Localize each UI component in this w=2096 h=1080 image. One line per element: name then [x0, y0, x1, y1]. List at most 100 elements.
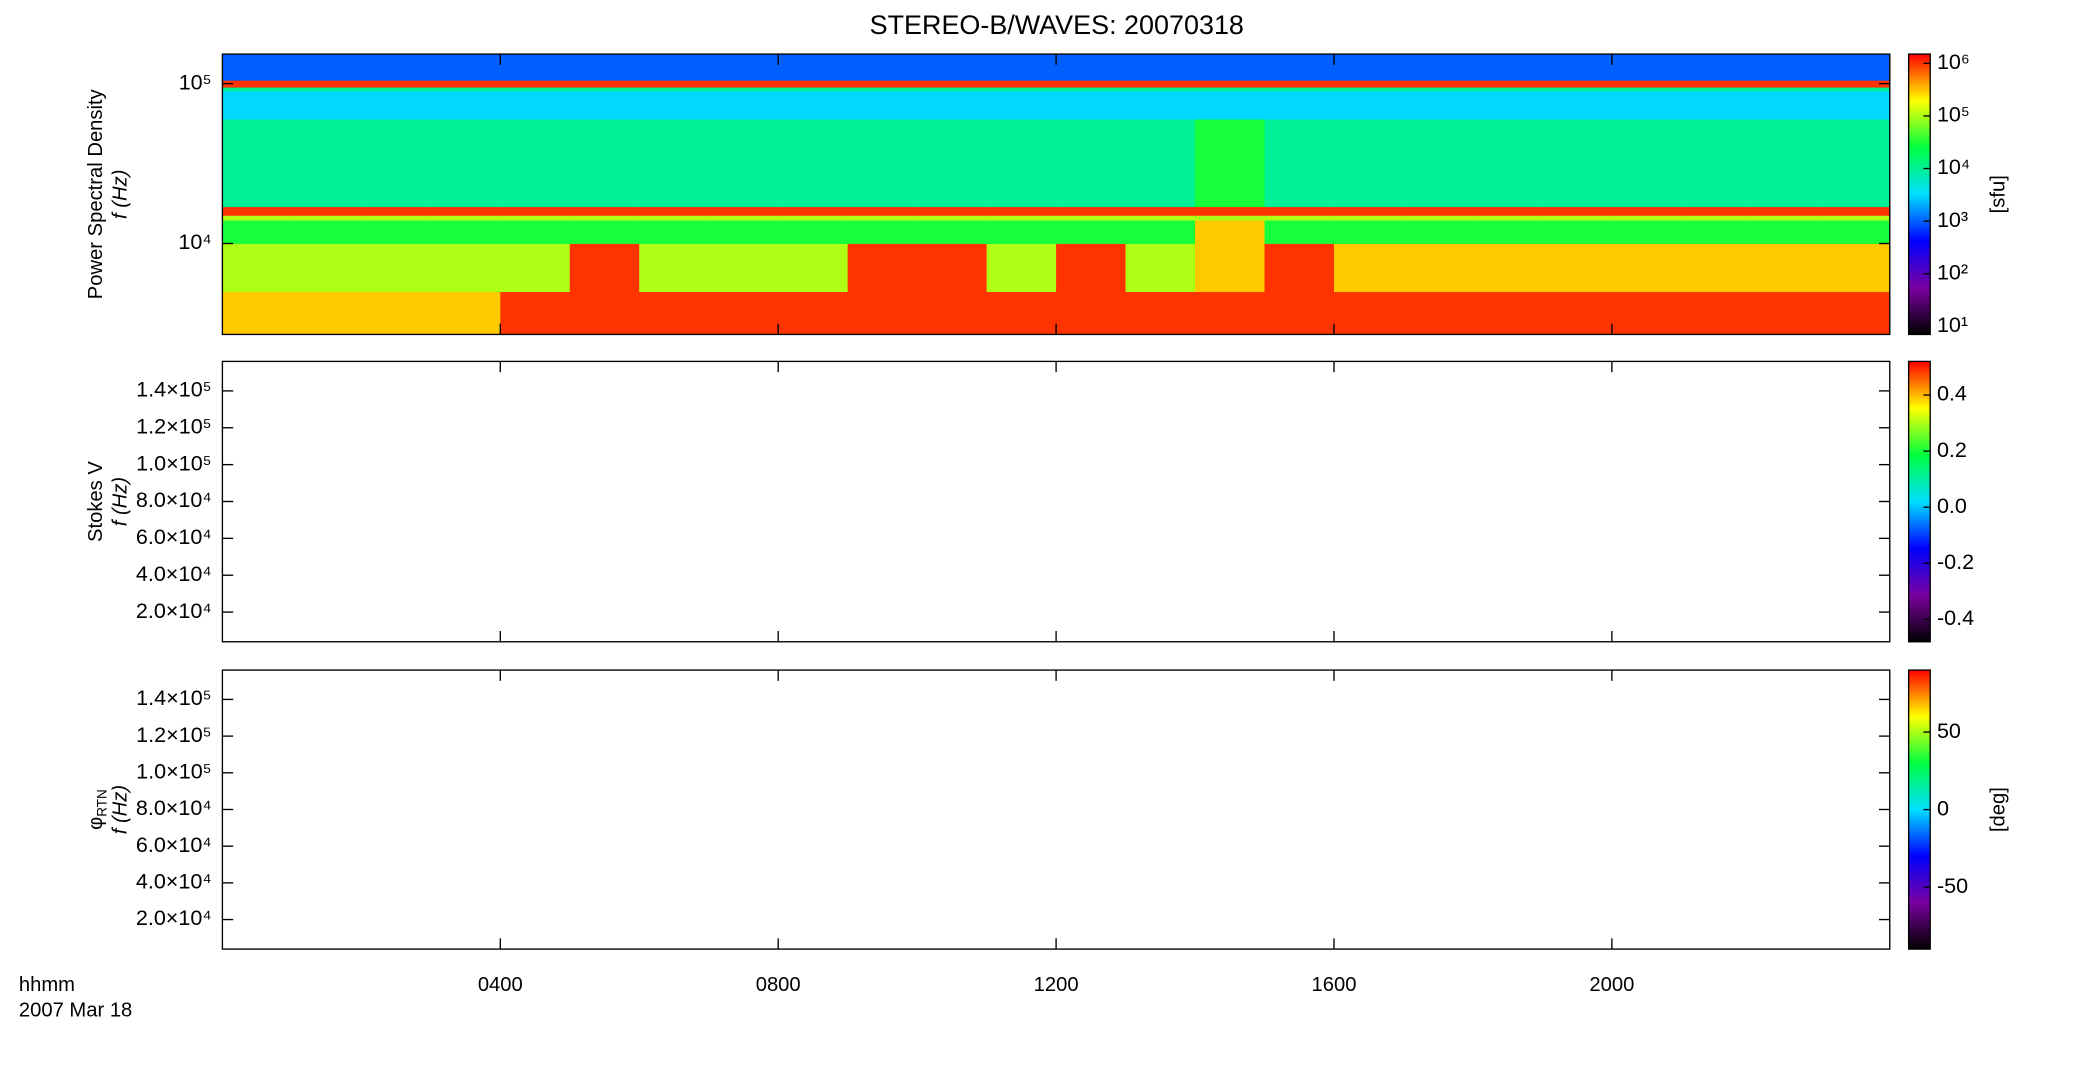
- spectrogram-cell: [569, 206, 640, 216]
- spectrogram-cell: [1681, 119, 1752, 208]
- spectrogram-cell: [569, 87, 640, 92]
- spectrogram-cell: [1542, 291, 1613, 335]
- spectrogram-cell: [361, 291, 432, 335]
- spectrogram-cell: [639, 206, 710, 216]
- spectrogram-cell: [1542, 220, 1613, 244]
- spectrogram-cell: [361, 87, 432, 92]
- spectrogram-cell: [778, 291, 849, 335]
- spectrogram-cell: [708, 215, 779, 221]
- spectrogram-cell: [1264, 54, 1335, 81]
- spectrogram-cell: [1264, 206, 1335, 216]
- spectrogram-cell: [847, 291, 918, 335]
- colorbar-tick-label: 0: [1937, 795, 1949, 820]
- spectrogram-cell: [1681, 215, 1752, 221]
- spectrogram-cell: [1820, 243, 1891, 293]
- spectrogram-cell: [917, 215, 988, 221]
- spectrogram-cell: [1056, 243, 1126, 293]
- spectrogram-cell: [222, 243, 293, 293]
- spectrogram-cell: [1820, 215, 1891, 221]
- spectrogram-cell: [847, 215, 918, 221]
- colorbar-tick-label: -0.2: [1937, 549, 1974, 574]
- spectrogram-cell: [1403, 54, 1474, 81]
- spectrogram-cell: [917, 80, 988, 88]
- plot-frame: [221, 669, 1891, 950]
- spectrogram-cell: [847, 90, 918, 120]
- y-axis-title-text: Stokes V: [85, 461, 107, 542]
- y-tick-label: 6.0×10⁴: [136, 832, 212, 857]
- spectrogram-cell: [291, 220, 362, 244]
- spectrogram-cell: [1542, 243, 1613, 293]
- spectrogram-cell: [291, 80, 362, 88]
- spectrogram-cell: [1333, 243, 1404, 293]
- spectrogram-cell: [1750, 220, 1821, 244]
- y-axis-title: Stokes V: [85, 461, 107, 542]
- spectrogram-cell: [291, 90, 362, 120]
- spectrogram-cell: [1056, 54, 1126, 81]
- y-tick-label: 8.0×10⁴: [136, 795, 212, 820]
- spectrogram-cell: [986, 291, 1057, 335]
- spectrogram-cell: [1195, 54, 1265, 81]
- spectrogram-cell: [917, 119, 988, 208]
- spectrogram-cell: [1195, 220, 1265, 244]
- spectrogram-cell: [1264, 119, 1335, 208]
- spectrogram-cell: [1750, 87, 1821, 92]
- spectrogram-cell: [917, 54, 988, 81]
- spectrogram-cell: [778, 54, 849, 81]
- colorbar-tick-label: 50: [1937, 718, 1961, 743]
- spectrogram-cell: [291, 119, 362, 208]
- spectrogram-cell: [986, 80, 1057, 88]
- spectrogram-cell: [569, 90, 640, 120]
- y-axis-title-text: Power Spectral Density: [85, 88, 107, 299]
- spectrogram-cell: [1403, 119, 1474, 208]
- spectrogram-cell: [569, 291, 640, 335]
- spectrogram-cell: [430, 87, 501, 92]
- spectrogram-cell: [1264, 243, 1335, 293]
- spectrogram-cell: [1611, 243, 1682, 293]
- spectrogram-cell: [1820, 90, 1891, 120]
- colorbar-tick-label: 10²: [1937, 259, 1968, 284]
- y-tick-label: 4.0×10⁴: [136, 869, 212, 894]
- spectrogram-cell: [500, 206, 571, 216]
- spectrogram-cell: [1125, 119, 1196, 208]
- spectrogram-cell: [1681, 80, 1752, 88]
- spectrogram-cell: [847, 119, 918, 208]
- spectrogram-cell: [1750, 80, 1821, 88]
- spectrogram-cell: [778, 220, 849, 244]
- spectrogram-cell: [222, 291, 293, 335]
- spectrogram-cell: [1750, 54, 1821, 81]
- spectrogram-cell: [847, 87, 918, 92]
- spectrogram-cell: [1333, 87, 1404, 92]
- spectrogram-cell: [222, 119, 293, 208]
- spectrogram-cell: [1125, 87, 1196, 92]
- spectrogram-cell: [1333, 291, 1404, 335]
- spectrogram-cell: [847, 80, 918, 88]
- spectrogram-cell: [986, 220, 1057, 244]
- spectrogram-cell: [1333, 90, 1404, 120]
- spectrogram-cell: [361, 206, 432, 216]
- spectrogram-cell: [1472, 243, 1543, 293]
- spectrogram-cell: [708, 80, 779, 88]
- spectrogram-cell: [1611, 119, 1682, 208]
- spectrogram-cell: [1195, 215, 1265, 221]
- spectrogram-cell: [639, 220, 710, 244]
- spectrogram-cell: [222, 87, 293, 92]
- spectrogram-cell: [1542, 90, 1613, 120]
- spectrogram-cell: [986, 119, 1057, 208]
- spectrogram-cell: [291, 87, 362, 92]
- spectrogram-cell: [430, 206, 501, 216]
- spectrogram-cell: [778, 90, 849, 120]
- spectrogram-cell: [778, 87, 849, 92]
- spectrogram-cell: [1611, 220, 1682, 244]
- spectrogram-cell: [1264, 80, 1335, 88]
- colorbar-tick-label: -0.4: [1937, 605, 1974, 630]
- colorbar-label: [deg]: [1987, 787, 2009, 832]
- spectrogram-cell: [1750, 90, 1821, 120]
- spectrogram-cell: [1125, 215, 1196, 221]
- colorbar-tick-label: 0.0: [1937, 493, 1967, 518]
- date-label: 2007 Mar 18: [19, 999, 132, 1021]
- y-tick-label: 1.2×10⁵: [136, 722, 211, 747]
- spectrogram-cell: [917, 87, 988, 92]
- spectrogram-cell: [1125, 206, 1196, 216]
- spectrogram-cell: [1056, 215, 1126, 221]
- y-axis-title: Power Spectral Density: [85, 88, 107, 299]
